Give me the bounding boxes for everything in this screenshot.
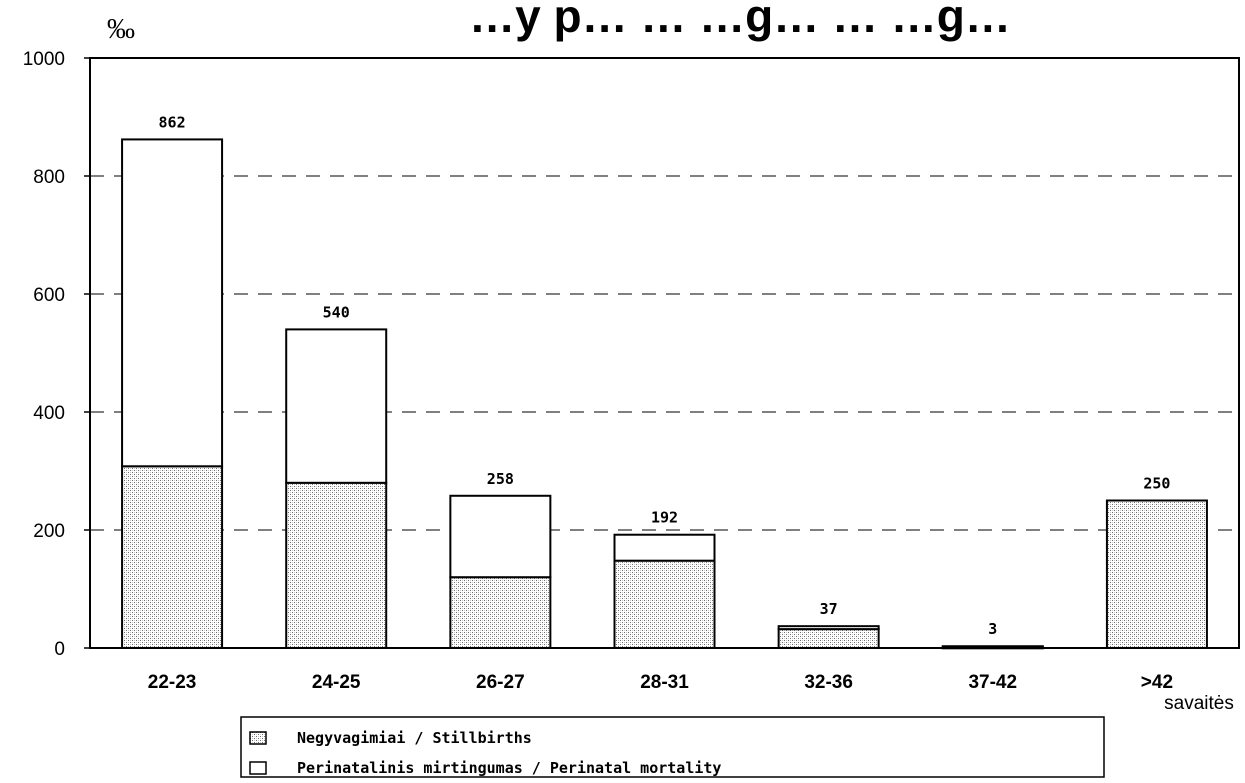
x-category-label: 32-36	[804, 672, 853, 693]
legend-label-stillbirths: Negyvagimiai / Stillbirths	[297, 729, 532, 747]
bar-total-label: 192	[651, 509, 678, 527]
bar-perinatal-mortality	[613, 533, 716, 562]
y-tick-label: 800	[33, 167, 65, 188]
y-tick-label: 400	[33, 403, 65, 424]
category-labels: 22-23 24-25 26-27 28-31 32-36 37-42 >42	[148, 672, 1173, 693]
bar-total-label: 250	[1143, 475, 1170, 493]
y-axis-unit: ‰	[107, 14, 135, 45]
y-tick-label: 0	[54, 639, 65, 660]
bar-perinatal-mortality	[285, 328, 388, 484]
bar-stillbirths	[613, 559, 716, 649]
x-category-label: 24-25	[312, 672, 361, 693]
bar-stillbirths	[285, 481, 388, 649]
bar-stillbirths	[777, 628, 880, 649]
bar-perinatal-mortality	[449, 494, 552, 579]
chart-title: …y p… … …g… … …g…	[469, 0, 1011, 42]
bar-stillbirths	[1105, 499, 1208, 649]
x-category-label: 28-31	[640, 672, 689, 693]
x-category-label: >42	[1141, 672, 1173, 693]
x-category-label: 22-23	[148, 672, 197, 693]
legend-swatch-perinatal	[249, 761, 267, 775]
y-tick-label: 200	[33, 521, 65, 542]
y-axis-ticks: 0 200 400 600 800 1000	[23, 49, 90, 660]
bar-total-label: 37	[820, 600, 838, 618]
data-labels: 862 540 258 192 37 3 250	[159, 113, 1171, 638]
bar-total-label: 540	[323, 303, 350, 321]
bar-total-label: 862	[159, 113, 186, 131]
bar-perinatal-mortality	[121, 138, 224, 468]
bar-stillbirths	[449, 576, 552, 650]
y-tick-label: 600	[33, 285, 65, 306]
x-axis-unit-label: savaitės	[1164, 693, 1234, 714]
legend: Negyvagimiai / Stillbirths Perinatalinis…	[240, 716, 1105, 778]
bar-perinatal-mortality	[777, 625, 880, 631]
x-category-label: 37-42	[968, 672, 1017, 693]
y-tick-label: 1000	[23, 49, 65, 70]
gridlines	[90, 175, 1239, 531]
plot-area-frame	[89, 57, 1240, 649]
x-category-label: 26-27	[476, 672, 525, 693]
bar-total-label: 3	[988, 620, 997, 638]
bar-total-label: 258	[487, 470, 514, 488]
legend-swatch-stillbirths	[249, 731, 267, 745]
bars	[121, 138, 1208, 650]
legend-label-perinatal: Perinatalinis mirtingumas / Perinatal mo…	[297, 759, 721, 777]
bar-stillbirths	[121, 465, 224, 649]
legend-box	[240, 716, 1105, 778]
